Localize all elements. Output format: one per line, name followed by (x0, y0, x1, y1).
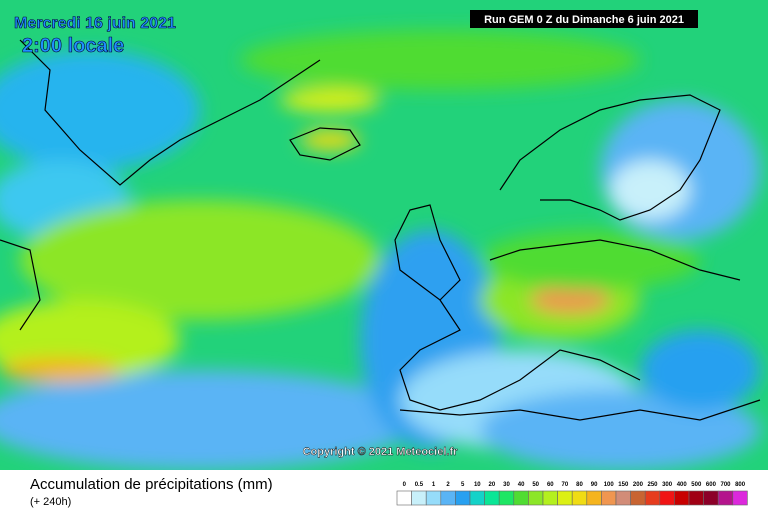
legend-swatch (411, 490, 427, 506)
legend-swatch (659, 490, 675, 506)
legend-swatch (688, 490, 704, 506)
legend-swatch (542, 490, 558, 506)
legend-label: 70 (562, 482, 569, 488)
legend-swatch (557, 490, 573, 506)
legend-label: 90 (591, 482, 598, 488)
legend-swatch (440, 490, 456, 506)
legend-label: 200 (633, 482, 644, 488)
legend-label: 60 (547, 482, 554, 488)
legend-swatch (644, 490, 661, 506)
legend-swatch (571, 490, 588, 506)
legend-label: 1 (432, 482, 436, 488)
legend-label: 10 (474, 482, 481, 488)
legend-label: 250 (647, 482, 658, 488)
legend-swatch (615, 490, 631, 506)
footer-title: Accumulation de précipitations (mm) (30, 476, 273, 493)
legend-swatch (498, 490, 515, 506)
time-label: 2:00 locale (22, 35, 124, 57)
legend-label: 0.5 (415, 482, 424, 488)
legend-swatch (601, 490, 617, 506)
legend-swatch (674, 490, 690, 506)
legend: 0 0.5 1 2 5 10 20 30 40 50 60 70 80 90 100 150 200 250 300… (396, 482, 748, 506)
run-label: Run GEM 0 Z du Dimanche 6 juin 2021 (484, 14, 684, 26)
legend-swatch (528, 490, 544, 506)
legend-label: 2 (446, 482, 450, 488)
legend-label: 150 (618, 482, 629, 488)
legend-swatch (455, 490, 471, 506)
legend-label: 100 (604, 482, 615, 488)
legend-swatch (484, 490, 500, 506)
legend-label: 5 (461, 482, 465, 488)
legend-swatch (425, 490, 442, 506)
legend-swatch (732, 490, 748, 506)
footer-subtitle: (+ 240h) (30, 496, 71, 508)
run-banner (470, 10, 698, 28)
legend-label: 800 (735, 482, 746, 488)
legend-swatch (586, 490, 602, 506)
legend-swatch (396, 490, 412, 506)
legend-label: 50 (532, 482, 539, 488)
legend-swatch (630, 490, 646, 506)
legend-label: 0 (403, 482, 407, 488)
legend-swatch (703, 490, 719, 506)
date-label: Mercredi 16 juin 2021 (14, 15, 176, 32)
legend-label: 400 (677, 482, 688, 488)
legend-swatch (469, 490, 485, 506)
legend-label: 80 (576, 482, 583, 488)
legend-swatch (513, 490, 529, 506)
legend-label: 300 (662, 482, 673, 488)
legend-label: 500 (691, 482, 702, 488)
legend-label: 700 (720, 482, 731, 488)
copyright: Copyright © 2021 Meteociel.fr (303, 446, 459, 458)
legend-swatch (717, 490, 734, 506)
legend-label: 600 (706, 482, 717, 488)
legend-label: 30 (503, 482, 510, 488)
legend-label: 20 (489, 482, 496, 488)
legend-label: 40 (518, 482, 525, 488)
precip-map (0, 0, 768, 470)
